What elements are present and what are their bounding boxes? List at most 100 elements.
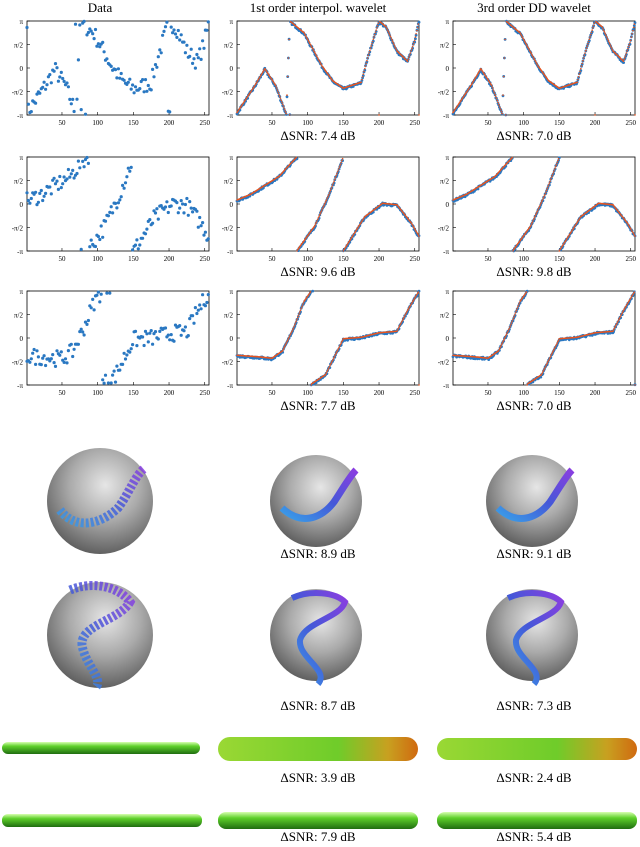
- y-tick-label: -π: [227, 248, 233, 256]
- reference-point: [465, 92, 467, 94]
- data-point: [132, 91, 136, 95]
- x-tick-label: 250: [199, 119, 210, 127]
- reference-point: [532, 220, 534, 222]
- reference-point: [629, 228, 632, 230]
- data-point: [183, 325, 187, 329]
- reference-point: [500, 345, 502, 347]
- y-tick-label: 0: [20, 65, 24, 73]
- reference-point: [535, 212, 538, 214]
- data-point: [92, 308, 96, 312]
- y-tick-label: π: [445, 288, 449, 296]
- data-point: [99, 224, 103, 228]
- x-tick-label: 150: [554, 119, 565, 127]
- data-point: [101, 235, 105, 239]
- reference-point: [614, 324, 617, 327]
- reference-point: [533, 217, 536, 219]
- reference-point: [628, 299, 631, 302]
- x-tick-label: 250: [409, 119, 420, 127]
- reference-point: [321, 209, 323, 211]
- reference-point: [326, 371, 328, 373]
- reference-point: [364, 67, 366, 70]
- data-point: [285, 95, 289, 99]
- data-point: [199, 307, 203, 311]
- reference-point: [500, 109, 502, 111]
- data-point: [66, 85, 70, 89]
- data-point: [135, 238, 139, 242]
- data-point: [141, 236, 145, 240]
- reference-point: [317, 58, 320, 60]
- data-point: [414, 33, 418, 37]
- reference-point: [602, 27, 604, 30]
- reference-point: [522, 38, 525, 41]
- data-point: [121, 362, 125, 366]
- data-point: [91, 297, 95, 301]
- data-point: [123, 357, 128, 361]
- reference-point: [319, 212, 322, 214]
- data-point: [103, 373, 108, 377]
- reference-point: [369, 47, 372, 50]
- reference-point: [526, 384, 528, 386]
- data-point: [109, 64, 113, 68]
- reference-point: [314, 224, 316, 227]
- data-point: [106, 381, 110, 385]
- reference-point: [527, 46, 529, 49]
- reference-point: [477, 72, 479, 75]
- reference-point: [402, 317, 405, 320]
- reference-point: [321, 207, 324, 210]
- reference-point: [547, 360, 549, 363]
- reference-point: [565, 239, 567, 242]
- data-point: [128, 169, 132, 173]
- reference-point: [542, 371, 544, 373]
- reference-point: [634, 235, 636, 237]
- reference-point: [364, 65, 367, 67]
- reference-point: [291, 329, 294, 331]
- reference-point: [548, 182, 551, 184]
- reference-point: [301, 305, 303, 308]
- data-point: [108, 210, 112, 214]
- data-point: [178, 206, 182, 210]
- reference-point: [632, 231, 634, 234]
- reference-point: [406, 60, 409, 63]
- reference-point: [498, 348, 501, 350]
- y-tick-label: π: [19, 18, 23, 26]
- sphere-figures: [47, 448, 578, 692]
- reference-point: [533, 58, 536, 60]
- data-point: [79, 108, 83, 112]
- reference-point: [478, 70, 481, 72]
- data-point: [49, 81, 53, 85]
- reference-point: [403, 316, 405, 319]
- reference-point: [625, 304, 628, 307]
- reference-point: [558, 250, 561, 252]
- data-point: [195, 52, 199, 57]
- data-point: [202, 233, 206, 237]
- data-point: [168, 338, 172, 342]
- reference-point: [628, 43, 631, 46]
- data-point: [142, 90, 146, 94]
- x-tick-label: 250: [625, 389, 636, 397]
- reference-point: [627, 47, 629, 50]
- data-point: [65, 361, 69, 365]
- data-point: [148, 331, 152, 335]
- reference-point: [497, 101, 499, 104]
- reference-point: [289, 114, 291, 116]
- reference-point: [284, 343, 287, 346]
- data-point: [185, 43, 189, 47]
- reference-point: [369, 49, 371, 52]
- reference-point: [305, 36, 307, 38]
- tube-smooth-r2-c3: [437, 812, 637, 829]
- data-point: [131, 248, 135, 252]
- reference-point: [532, 57, 535, 59]
- reference-point: [555, 345, 557, 347]
- reference-point: [497, 103, 500, 105]
- reference-point: [299, 311, 301, 313]
- data-point: [83, 320, 88, 324]
- reference-point: [408, 56, 410, 58]
- reference-point: [517, 305, 519, 308]
- reference-point: [566, 237, 568, 240]
- reference-point: [320, 210, 322, 213]
- reference-point: [418, 384, 420, 386]
- reference-point: [520, 33, 522, 35]
- reference-point: [536, 63, 538, 66]
- reference-point: [546, 187, 548, 190]
- data-point: [35, 349, 39, 353]
